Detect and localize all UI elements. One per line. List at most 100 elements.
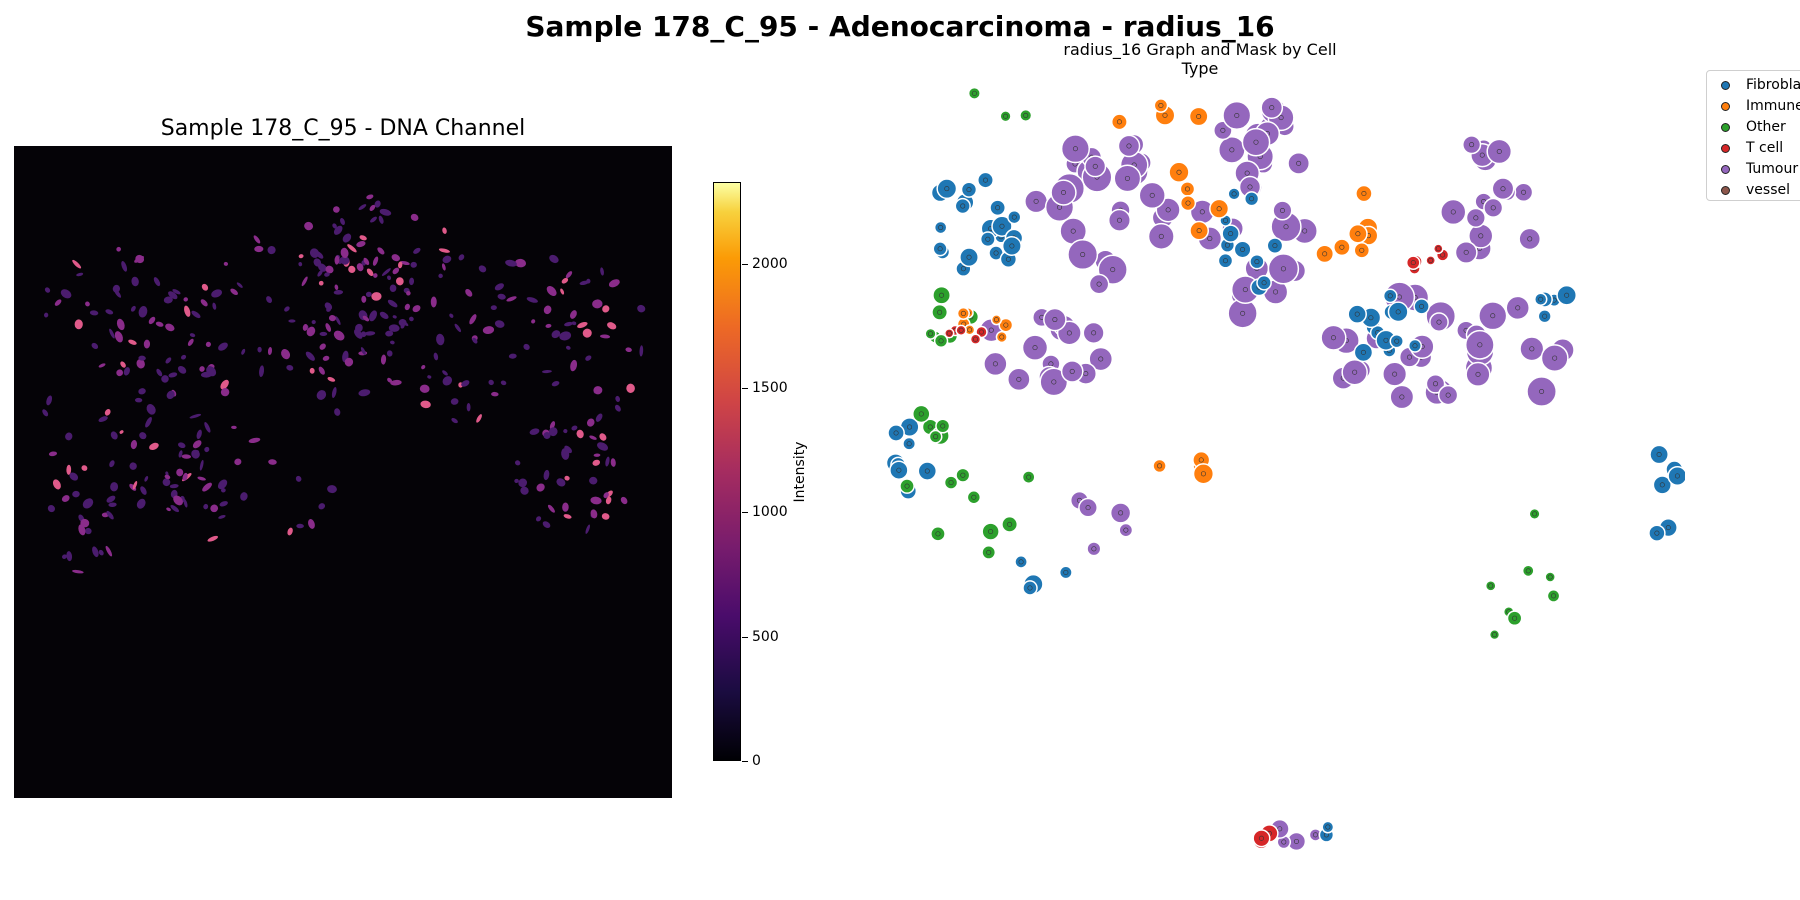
dna-nucleus [109, 328, 115, 339]
graph-node [988, 529, 994, 535]
dna-nucleus [146, 404, 156, 415]
dna-panel-title: Sample 178_C_95 - DNA Channel [160, 116, 526, 141]
dna-nucleus [286, 364, 294, 371]
dna-nucleus [153, 277, 161, 287]
cell-mask [1440, 198, 1467, 226]
cell-mask [1138, 181, 1166, 210]
cell-mask [1546, 589, 1561, 603]
dna-nucleus [112, 284, 121, 293]
dna-nucleus [318, 280, 324, 286]
cell-mask [1491, 177, 1515, 201]
cell-mask [1252, 829, 1271, 848]
legend-marker [1721, 101, 1730, 111]
graph-node [1066, 330, 1072, 336]
graph-node [982, 177, 988, 183]
cell-mask [943, 475, 959, 490]
dna-nucleus [388, 324, 400, 332]
dna-nucleus [514, 460, 521, 466]
dna-nucleus [304, 221, 314, 231]
dna-nucleus [184, 305, 191, 317]
cell-mask [931, 303, 949, 321]
cell-mask [1260, 96, 1284, 120]
cell-mask [1465, 361, 1491, 387]
dna-nucleus [543, 469, 550, 481]
graph-node [1659, 482, 1665, 488]
dna-nucleus [370, 216, 377, 223]
cell-mask [954, 197, 971, 215]
graph-node [1435, 246, 1441, 252]
dna-nucleus [449, 313, 454, 318]
dna-nucleus [505, 259, 517, 267]
graph-node [1469, 142, 1475, 148]
graph-node [1200, 471, 1206, 477]
graph-node [1165, 207, 1171, 213]
dna-nucleus [204, 422, 211, 433]
dna-nucleus [178, 450, 183, 458]
dna-nucleus [390, 340, 395, 345]
dna-nucleus [603, 492, 609, 499]
graph-node [1279, 207, 1285, 213]
graph-node [960, 266, 966, 272]
graph-node [995, 205, 1001, 211]
graph-node [893, 430, 899, 436]
graph-node [1277, 826, 1283, 832]
graph-node [1027, 585, 1033, 591]
graph-node [1527, 236, 1533, 242]
dna-nucleus [136, 358, 145, 369]
cell-mask [1506, 610, 1523, 627]
graph-node [1525, 568, 1531, 574]
cell-mask [1389, 384, 1415, 410]
dna-nucleus [317, 263, 327, 272]
dna-nucleus [207, 535, 219, 542]
dna-nucleus [395, 277, 404, 286]
dna-nucleus [355, 323, 363, 333]
dna-nucleus [420, 400, 431, 409]
colorbar-tick-label: 1000 [752, 504, 788, 520]
dna-nucleus [324, 302, 333, 311]
cell-mask [1287, 151, 1311, 175]
dna-nucleus [105, 545, 113, 557]
cell-mask [924, 327, 937, 340]
cell-mask [932, 285, 951, 305]
graph-node [1654, 530, 1660, 536]
graph-node [999, 223, 1005, 229]
cell-mask [1082, 321, 1105, 344]
dna-nucleus [316, 390, 327, 400]
cell-mask [1413, 298, 1430, 315]
graph-node [935, 531, 941, 537]
legend-label: Fibrobla [1746, 77, 1800, 93]
cell-mask [1001, 515, 1019, 533]
dna-nucleus [219, 501, 228, 507]
graph-node [948, 480, 954, 486]
dna-nucleus [60, 289, 72, 299]
graph-node [1003, 113, 1009, 119]
dna-nucleus [600, 267, 604, 276]
dna-nucleus [413, 247, 421, 254]
dna-nucleus [535, 516, 542, 522]
cell-mask [1348, 223, 1368, 244]
graph-node [1359, 247, 1365, 253]
cell-mask [1243, 191, 1260, 207]
dna-nucleus [120, 361, 126, 368]
cell-mask [1209, 198, 1230, 219]
cell-type-legend: Fibrobla Immune Other T cell Tumour vess… [1706, 70, 1800, 201]
dna-nucleus [340, 256, 350, 265]
dna-nucleus [592, 459, 601, 466]
graph-node [1406, 354, 1412, 360]
dna-nucleus [564, 445, 572, 454]
dna-nucleus [442, 370, 448, 376]
cell-mask [1014, 555, 1028, 569]
cell-mask [1058, 565, 1073, 580]
graph-node [1512, 615, 1518, 621]
dna-nucleus [170, 504, 180, 513]
cell-mask [1256, 274, 1272, 291]
graph-node [1410, 260, 1416, 266]
dna-nucleus [306, 326, 316, 337]
graph-node [1412, 343, 1418, 349]
graph-node [907, 424, 913, 430]
dna-nucleus [324, 272, 330, 277]
cell-mask [998, 317, 1014, 333]
dna-nucleus [559, 331, 572, 341]
cell-mask [1021, 334, 1049, 361]
dna-nucleus [98, 549, 104, 556]
